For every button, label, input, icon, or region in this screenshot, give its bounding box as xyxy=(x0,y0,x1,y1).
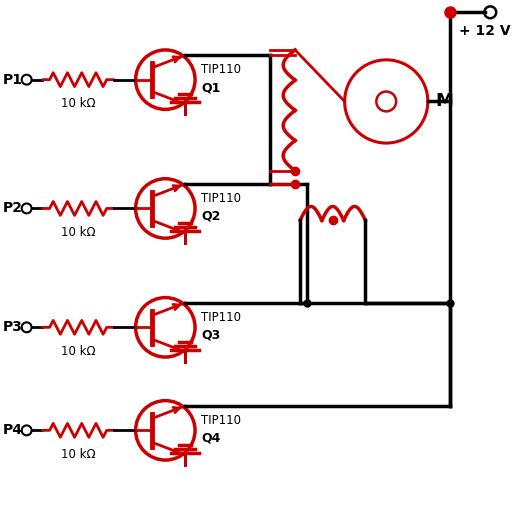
Text: 10 kΩ: 10 kΩ xyxy=(61,226,95,239)
Text: TIP110: TIP110 xyxy=(201,311,241,324)
Text: P2: P2 xyxy=(3,201,23,216)
Text: 10 kΩ: 10 kΩ xyxy=(61,97,95,111)
Text: P1: P1 xyxy=(3,73,23,87)
Text: Q1: Q1 xyxy=(201,81,220,94)
Text: P4: P4 xyxy=(3,423,23,437)
Text: TIP110: TIP110 xyxy=(201,192,241,205)
Text: TIP110: TIP110 xyxy=(201,414,241,427)
Text: Q3: Q3 xyxy=(201,329,220,342)
Text: + 12 V: + 12 V xyxy=(459,24,511,38)
Text: Q2: Q2 xyxy=(201,210,220,223)
Text: M: M xyxy=(436,93,454,111)
Text: P3: P3 xyxy=(3,321,23,334)
Text: Q4: Q4 xyxy=(201,432,220,445)
Text: TIP110: TIP110 xyxy=(201,63,241,76)
Text: 10 kΩ: 10 kΩ xyxy=(61,448,95,461)
Text: 10 kΩ: 10 kΩ xyxy=(61,345,95,358)
